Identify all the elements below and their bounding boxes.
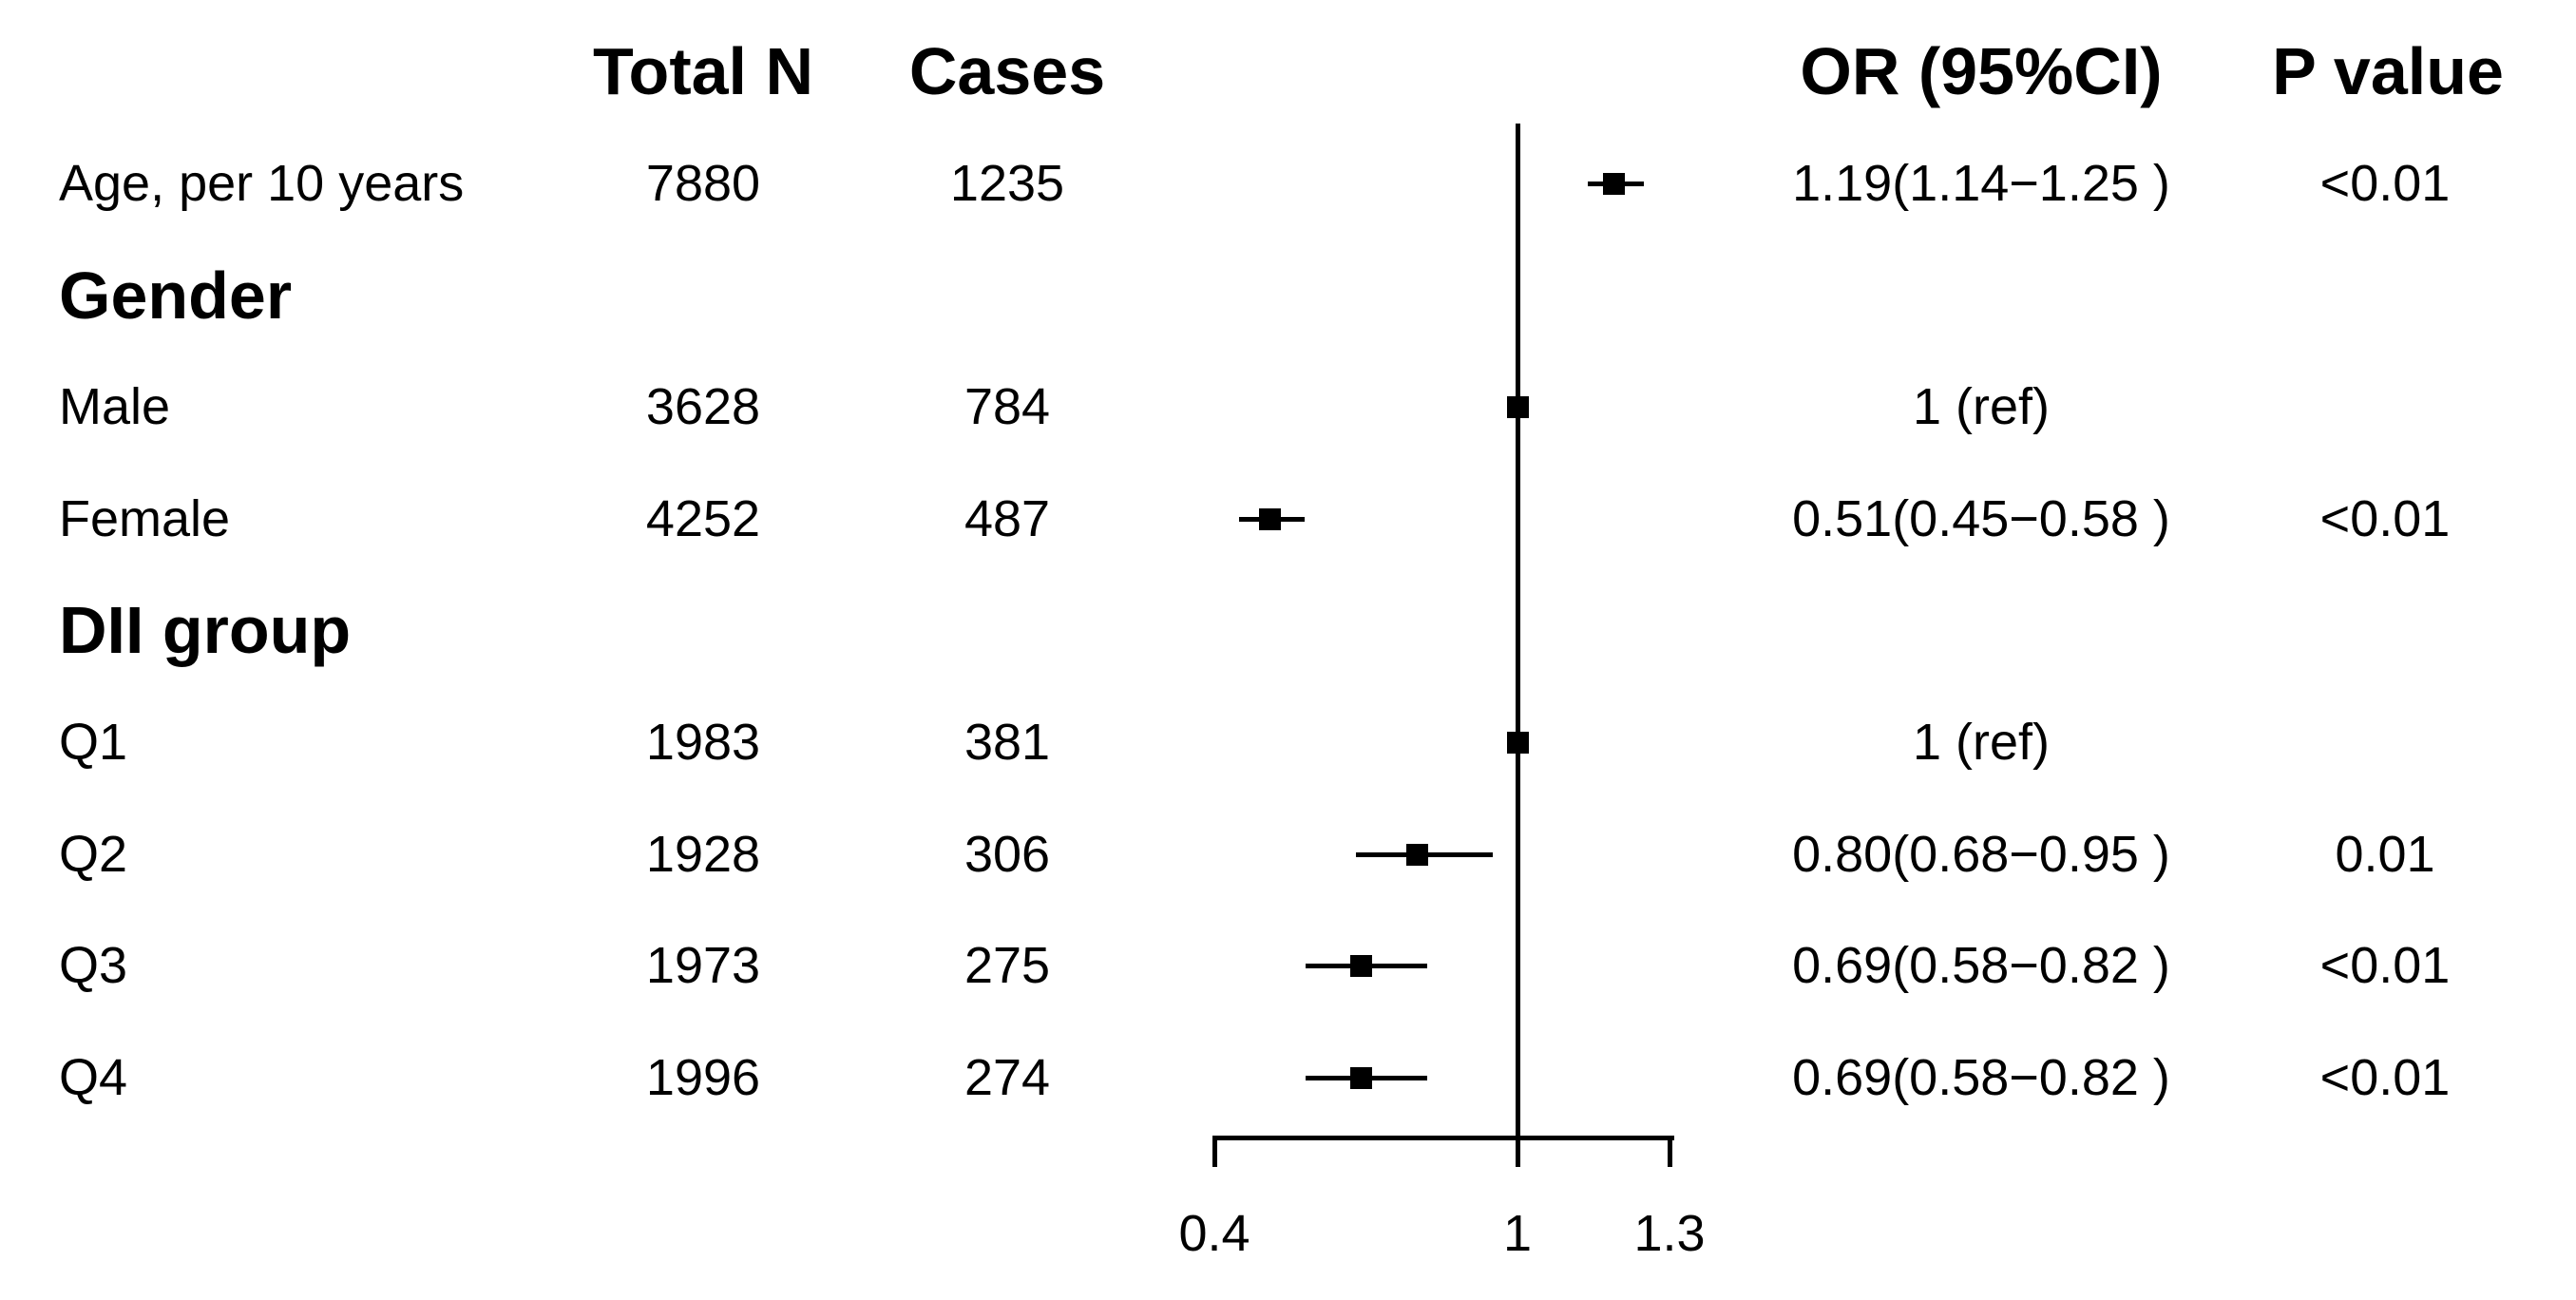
- row-p-value: 0.01: [2335, 826, 2435, 883]
- row-p-value: <0.01: [2319, 490, 2451, 547]
- row-cases: 306: [964, 826, 1051, 883]
- row-or-ci-text: 0.51(0.45−0.58 ): [1792, 490, 2170, 547]
- point-estimate-square: [1603, 173, 1625, 195]
- column-header-or-ci: OR (95%CI): [1800, 34, 2163, 108]
- x-axis-tick: [1212, 1136, 1217, 1167]
- row-total-n: 1973: [645, 937, 761, 994]
- row-label: Q2: [59, 826, 128, 883]
- row-or-ci-text: 0.69(0.58−0.82 ): [1792, 937, 2170, 994]
- point-estimate-square: [1406, 844, 1428, 866]
- row-label: Age, per 10 years: [59, 155, 465, 212]
- row-section-label: DII group: [59, 593, 352, 667]
- row-total-n: 3628: [645, 378, 761, 435]
- row-label: Female: [59, 490, 231, 547]
- row-cases: 274: [964, 1049, 1051, 1106]
- row-cases: 1235: [949, 155, 1065, 212]
- row-cases: 381: [964, 714, 1051, 771]
- column-header-total-n: Total N: [592, 34, 814, 108]
- column-header-cases: Cases: [908, 34, 1106, 108]
- point-estimate-square: [1259, 508, 1281, 530]
- point-estimate-square: [1507, 396, 1529, 418]
- row-or-ci-text: 1.19(1.14−1.25 ): [1792, 155, 2170, 212]
- x-axis-line: [1213, 1136, 1674, 1140]
- row-p-value: <0.01: [2319, 937, 2451, 994]
- row-total-n: 1928: [645, 826, 761, 883]
- point-estimate-square: [1350, 955, 1372, 977]
- row-or-ci-text: 1 (ref): [1912, 378, 2051, 435]
- row-total-n: 1983: [645, 714, 761, 771]
- row-total-n: 4252: [645, 490, 761, 547]
- row-label: Q1: [59, 714, 128, 771]
- row-or-ci-text: 0.80(0.68−0.95 ): [1792, 826, 2170, 883]
- row-cases: 275: [964, 937, 1051, 994]
- row-section-label: Gender: [59, 258, 293, 333]
- row-total-n: 1996: [645, 1049, 761, 1106]
- row-total-n: 7880: [645, 155, 761, 212]
- row-p-value: <0.01: [2319, 155, 2451, 212]
- reference-line: [1516, 124, 1520, 1140]
- x-axis-tick-label: 1.3: [1633, 1205, 1706, 1262]
- point-estimate-square: [1507, 732, 1529, 754]
- row-cases: 784: [964, 378, 1051, 435]
- row-label: Q3: [59, 937, 128, 994]
- row-cases: 487: [964, 490, 1051, 547]
- x-axis-tick-label: 1: [1502, 1205, 1533, 1262]
- row-label: Male: [59, 378, 171, 435]
- x-axis-tick-label: 0.4: [1178, 1205, 1250, 1262]
- x-axis-tick: [1668, 1136, 1672, 1167]
- row-or-ci-text: 0.69(0.58−0.82 ): [1792, 1049, 2170, 1106]
- row-or-ci-text: 1 (ref): [1912, 714, 2051, 771]
- column-header-p-value: P value: [2272, 34, 2504, 108]
- row-p-value: <0.01: [2319, 1049, 2451, 1106]
- point-estimate-square: [1350, 1067, 1372, 1089]
- row-label: Q4: [59, 1049, 128, 1106]
- x-axis-tick: [1516, 1136, 1520, 1167]
